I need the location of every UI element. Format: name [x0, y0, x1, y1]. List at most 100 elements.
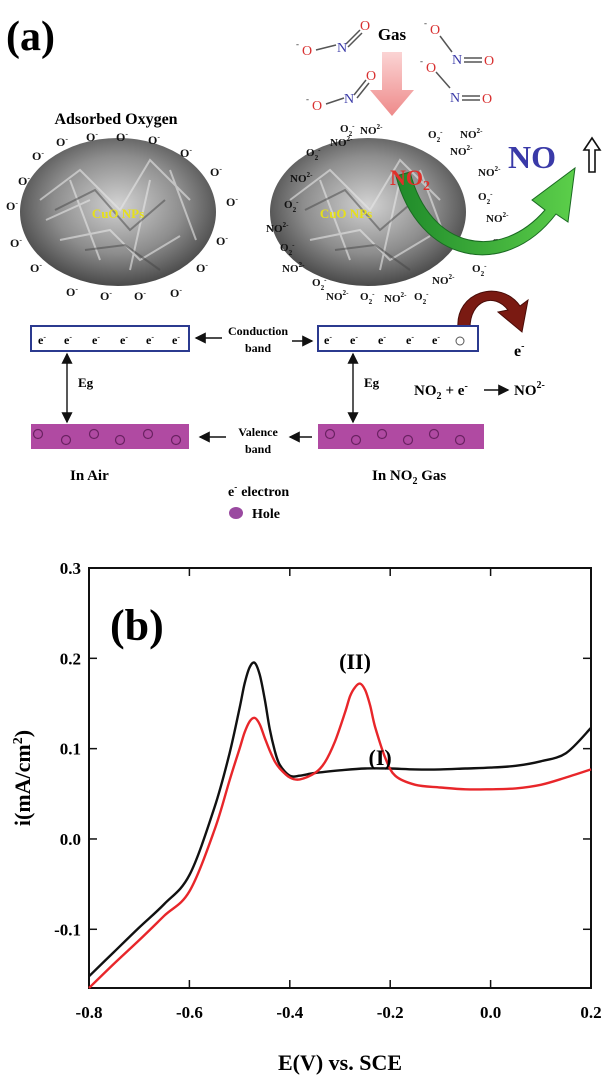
electrons-air: e-e-e-e-e-e-: [38, 332, 180, 347]
no-product-label: NO: [508, 139, 556, 175]
cuo-label-no2: CuO NPs: [320, 206, 372, 221]
svg-text:O: O: [426, 61, 436, 76]
electron: e-: [378, 332, 386, 347]
superoxide-ion: O2-: [280, 241, 295, 257]
panel-b-chart: -0.8 -0.6 -0.4 -0.2 0.0 0.2 -0.1 0.0 0.1 0.2 0.3 (…: [10, 559, 602, 1075]
y-tick-label: 0.3: [60, 559, 81, 578]
oxygen-ion: O-: [56, 134, 68, 149]
electron: e-: [38, 332, 46, 347]
in-no2-label: In NO2 Gas: [372, 468, 446, 487]
svg-text:NO2+ e-: NO2 + e-: [414, 381, 468, 402]
annotations: (I) (II): [339, 649, 392, 770]
hole: [428, 428, 440, 440]
y-tick-label: 0.2: [60, 649, 81, 668]
oxygen-ion: O-: [6, 198, 18, 213]
valence-band-no2: [318, 424, 484, 449]
axis-ticks: [88, 567, 592, 988]
oxygen-ion: O-: [32, 148, 44, 163]
nitrite-ion: NO2-: [290, 171, 313, 185]
nitrite-ion: NO2-: [266, 221, 289, 235]
nitrite-ion: NO2-: [432, 273, 455, 287]
hole: [376, 428, 388, 440]
nitrite-ion: NO2-: [450, 144, 473, 158]
cuo-particle-air: CuO NPs: [20, 138, 216, 286]
y-tick-label: -0.1: [54, 920, 81, 939]
x-axis-label: E(V) vs. SCE: [278, 1050, 402, 1075]
x-tick-label: 0.0: [480, 1003, 501, 1022]
electron: e-: [350, 332, 358, 347]
eg-label-air: Eg: [78, 375, 94, 390]
valence-label-2: band: [245, 442, 271, 456]
electron: e-: [146, 332, 154, 347]
hole: [60, 434, 72, 446]
svg-text:N: N: [337, 41, 347, 56]
no2-molecule-2: O N O -: [306, 69, 376, 114]
hole: [114, 434, 126, 446]
oxygen-ion: O-: [100, 288, 112, 303]
electron: e-: [92, 332, 100, 347]
svg-text:O: O: [312, 99, 322, 114]
superoxide-ion: O2-: [340, 122, 355, 138]
hole: [142, 428, 154, 440]
vacancy-circle: [455, 336, 465, 346]
y-tick-label: 0.0: [60, 830, 81, 849]
legend-hole-icon: [229, 507, 243, 519]
svg-text:O: O: [366, 69, 376, 84]
in-air-label: In Air: [70, 468, 109, 484]
no2-label: NO2: [390, 165, 430, 194]
gas-down-arrow: [370, 52, 414, 116]
nitrite-ion: NO2-: [282, 261, 305, 275]
panel-a-label: (a): [6, 14, 55, 60]
superoxide-ion: O2-: [360, 290, 375, 306]
electron-release-arrow: [457, 290, 529, 333]
svg-text:N: N: [450, 91, 460, 106]
oxygen-ion: O-: [18, 173, 30, 188]
electron: e-: [324, 332, 332, 347]
cuo-particle-no2: CuO NPs: [270, 138, 466, 286]
superoxide-ion: O2-: [428, 128, 443, 144]
conduction-label: Conduction: [228, 324, 288, 338]
plot-frame: [88, 567, 592, 989]
svg-text:N: N: [452, 53, 462, 68]
hole: [402, 434, 414, 446]
x-tick-label: -0.6: [176, 1003, 203, 1022]
superoxide-ion: O2-: [478, 190, 493, 206]
hole: [32, 428, 44, 440]
oxygen-ion: O-: [226, 194, 238, 209]
nitrite-ion: NO2-: [460, 127, 483, 141]
hole: [454, 434, 466, 446]
eg-label-no2: Eg: [364, 375, 380, 390]
nitrite-ion: NO2-: [486, 211, 509, 225]
oxygen-ion: O-: [148, 132, 160, 147]
svg-text:O: O: [302, 44, 312, 59]
green-release-arrow: [395, 166, 576, 256]
conduction-band-no2: [317, 325, 479, 352]
valence-label: Valence: [238, 425, 278, 439]
svg-text:-: -: [420, 56, 423, 66]
series-layer: [88, 661, 592, 989]
electron: e-: [172, 332, 180, 347]
valence-band-air: [31, 424, 189, 449]
panel-b-label: (b): [110, 601, 164, 650]
electron: e-: [406, 332, 414, 347]
superoxide-ion: O2-: [284, 198, 299, 214]
panel-a: (a) Gas O N O - O N O - O N: [6, 14, 602, 522]
released-electron: e-: [514, 341, 524, 360]
svg-text:NO2-: NO2-: [514, 380, 545, 399]
electron: e-: [120, 332, 128, 347]
no2-molecule-4: O N O -: [420, 56, 492, 107]
hole: [88, 428, 100, 440]
hole: [324, 428, 336, 440]
oxygen-ion: O-: [210, 164, 222, 179]
hole: [170, 434, 182, 446]
svg-text:-: -: [424, 18, 427, 28]
oxygen-ion: O-: [116, 129, 128, 144]
superoxide-ion: O2-: [472, 262, 487, 278]
svg-text:-: -: [306, 94, 309, 104]
svg-text:O: O: [360, 19, 370, 34]
superoxide-ion: O2-: [312, 276, 327, 292]
svg-text:O: O: [484, 54, 494, 69]
nitrite-ion: NO2-: [360, 123, 383, 137]
up-arrow-icon: [582, 136, 602, 173]
